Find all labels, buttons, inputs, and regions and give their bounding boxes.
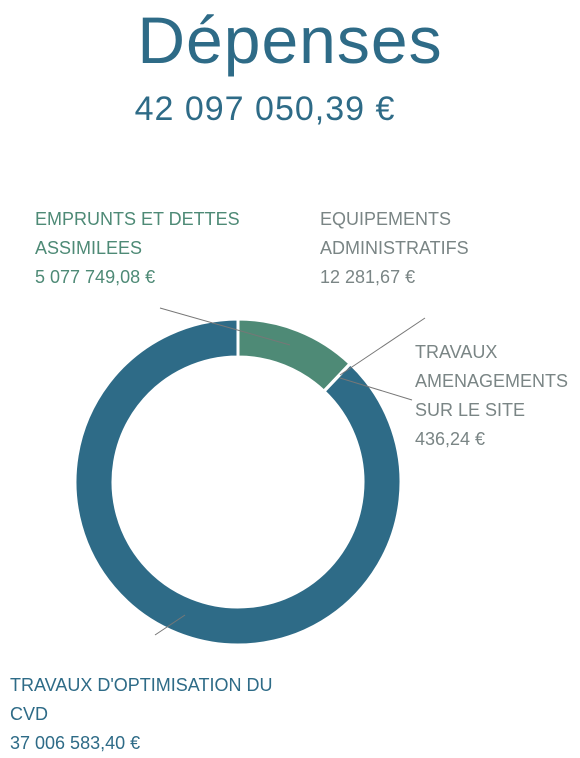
slice-name: TRAVAUX AMENAGEMENTS SUR LE SITE (415, 342, 569, 420)
slice-name: TRAVAUX D'OPTIMISATION DU CVD (10, 675, 273, 724)
slice-value: 436,24 € (415, 429, 486, 449)
slice-label: EMPRUNTS ET DETTES ASSIMILEES 5 077 749,0… (35, 205, 275, 292)
leader-line (339, 377, 413, 401)
slice-name: EMPRUNTS ET DETTES ASSIMILEES (35, 209, 240, 258)
donut-slice (73, 317, 403, 647)
slice-label: EQUIPEMENTS ADMINISTRATIFS 12 281,67 € (320, 205, 520, 292)
leader-line (159, 307, 291, 346)
chart-title: Dépenses (137, 3, 443, 77)
slice-value: 37 006 583,40 € (10, 733, 141, 753)
chart-subtitle: 42 097 050,39 € (134, 90, 396, 128)
slice-name: EQUIPEMENTS ADMINISTRATIFS (320, 209, 469, 258)
slice-value: 5 077 749,08 € (35, 267, 156, 287)
leader-line (154, 614, 186, 636)
leader-line (339, 317, 426, 376)
slice-label: TRAVAUX D'OPTIMISATION DU CVD 37 006 583,… (10, 671, 300, 758)
slice-label: TRAVAUX AMENAGEMENTS SUR LE SITE 436,24 € (415, 338, 578, 454)
slice-value: 12 281,67 € (320, 267, 416, 287)
